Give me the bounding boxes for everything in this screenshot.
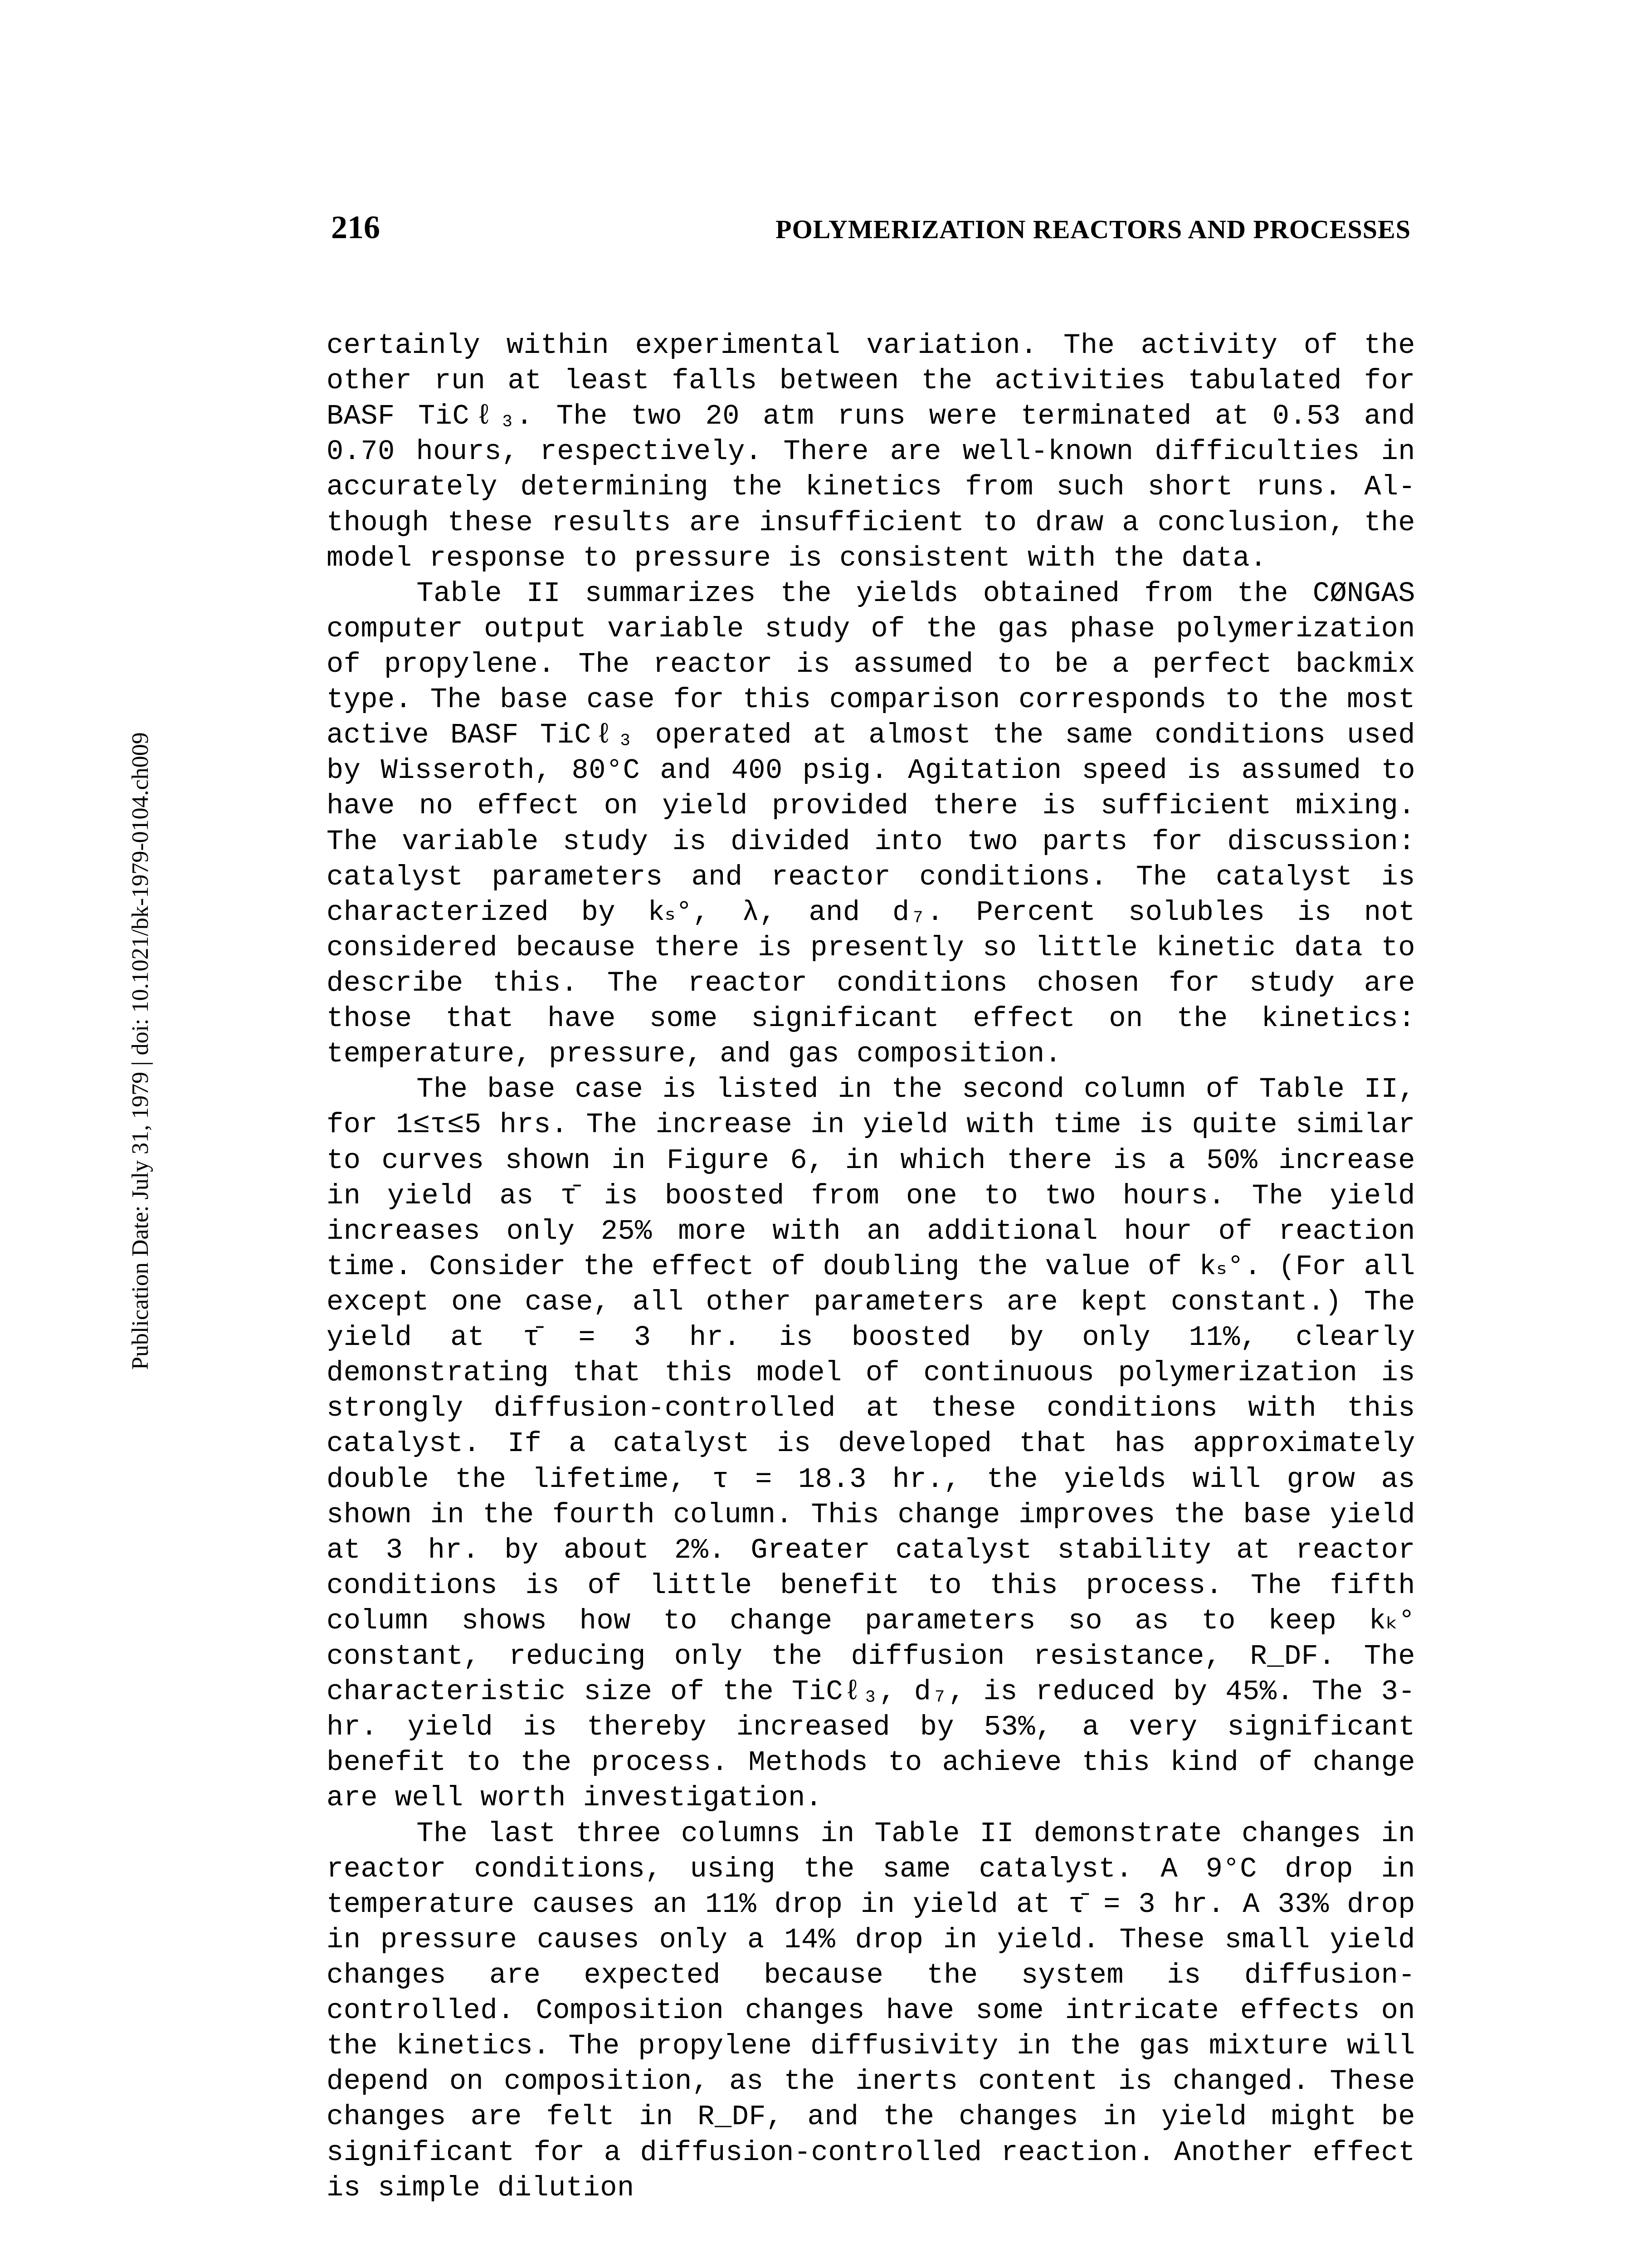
body-text: certainly within experimental variation.… [327, 328, 1415, 2206]
running-title: POLYMERIZATION REACTORS AND PROCESSES [775, 214, 1411, 244]
publication-sidebar: Publication Date: July 31, 1979 | doi: 1… [127, 732, 154, 1370]
page-number: 216 [331, 209, 380, 246]
page-header: 216 POLYMERIZATION REACTORS AND PROCESSE… [327, 209, 1415, 246]
paragraph-2: Table II summarizes the yields obtained … [327, 576, 1415, 1072]
paragraph-4: The last three columns in Table II demon… [327, 1816, 1415, 2206]
paragraph-1: certainly within experimental variation.… [327, 328, 1415, 576]
paragraph-3: The base case is listed in the second co… [327, 1072, 1415, 1816]
